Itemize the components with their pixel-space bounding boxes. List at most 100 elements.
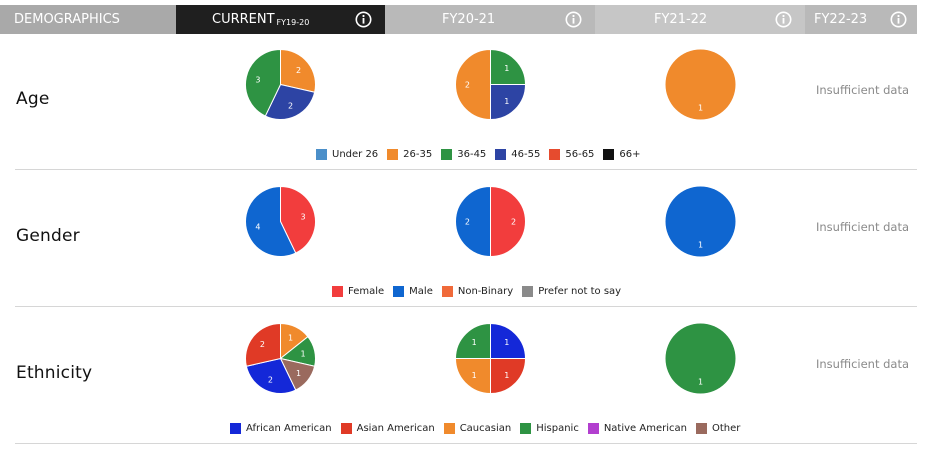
pie-slice-26-35[interactable]	[665, 49, 736, 120]
legend-item-male[interactable]: Male	[393, 286, 433, 297]
row-divider	[15, 443, 917, 444]
legend-label: Hispanic	[536, 423, 579, 434]
legend-swatch	[332, 286, 343, 297]
header-demographics: DEMOGRAPHICS	[0, 5, 176, 34]
legend-item-female[interactable]: Female	[332, 286, 384, 297]
pie-slice-46-55[interactable]	[490, 84, 526, 120]
pie-slice-male[interactable]	[245, 186, 297, 257]
pie-slice-caucasian[interactable]	[455, 358, 491, 394]
legend-label: Non-Binary	[457, 286, 514, 297]
pie-chart-age-fy20-21: 1 1 2	[455, 49, 526, 120]
pie-chart-gender-current: 34	[245, 186, 316, 257]
pie-slice-value: 2	[465, 218, 470, 227]
legend-label: 46-55	[511, 149, 541, 160]
legend-label: Prefer not to say	[538, 286, 622, 297]
pie-slice-value: 1	[472, 338, 477, 347]
pie-slice-male[interactable]	[455, 186, 491, 257]
legend-label: 56-65	[565, 149, 595, 160]
pie-slice-26-35[interactable]	[455, 49, 491, 120]
pie-slice-value: 3	[300, 212, 305, 221]
legend-item-native-american[interactable]: Native American	[587, 423, 687, 434]
legend-ethnicity: African American Asian American Caucasian H…	[230, 423, 749, 434]
legend-label: African American	[246, 423, 332, 434]
legend-label: Native American	[603, 423, 687, 434]
pie-slice-african-american[interactable]	[245, 357, 297, 394]
pie-slice-hispanic[interactable]	[455, 323, 491, 359]
legend-age: Under 26 26-35 36-45 46-55 56-65 66+	[316, 149, 650, 160]
legend-item-caucasian[interactable]: Caucasian	[443, 423, 512, 434]
header-fy20-21[interactable]: FY20-21	[385, 5, 595, 34]
pie-chart-gender-fy21-22: 1	[665, 186, 736, 257]
legend-item-asian-american[interactable]: Asian American	[340, 423, 435, 434]
legend-item-prefer-not-to-say[interactable]: Prefer not to say	[522, 286, 621, 297]
pie-slice-value: 2	[465, 81, 470, 90]
header-demographics-label: DEMOGRAPHICS	[14, 12, 120, 27]
legend-label: Other	[711, 423, 741, 434]
legend-swatch	[522, 286, 534, 297]
row-title-gender: Gender	[16, 226, 80, 246]
legend-item-46-55[interactable]: 46-55	[495, 149, 540, 160]
row-title-ethnicity: Ethnicity	[16, 363, 93, 383]
pie-slice-value: 1	[472, 371, 477, 380]
pie-slice-value: 1	[504, 371, 509, 380]
pie-slice-asian-american[interactable]	[245, 323, 281, 367]
pie-slice-36-45[interactable]	[490, 49, 526, 85]
legend-item-36-45[interactable]: 36-45	[441, 149, 486, 160]
pie-chart-age-fy21-22: 1	[665, 49, 736, 120]
pie-slice-36-45[interactable]	[245, 49, 281, 117]
legend-swatch	[549, 149, 561, 160]
pie-slice-african-american[interactable]	[490, 323, 526, 359]
legend-label: Male	[409, 286, 433, 297]
info-icon[interactable]	[565, 11, 582, 28]
header-current-sub: FY19-20	[276, 18, 310, 27]
info-icon[interactable]	[355, 11, 372, 28]
legend-item-african-american[interactable]: African American	[230, 423, 332, 434]
header-fy22-23-label: FY22-23	[814, 12, 868, 27]
legend-item-hispanic[interactable]: Hispanic	[520, 423, 579, 434]
legend-label: 36-45	[457, 149, 487, 160]
info-icon[interactable]	[775, 11, 792, 28]
pie-slice-value: 4	[255, 223, 260, 232]
pie-slice-value: 1	[698, 241, 703, 250]
header-current[interactable]: CURRENT FY19-20	[176, 5, 385, 34]
header-fy22-23[interactable]: FY22-23	[805, 5, 917, 34]
legend-label: Caucasian	[459, 423, 512, 434]
legend-swatch	[587, 423, 599, 434]
pie-slice-26-35[interactable]	[280, 49, 316, 93]
info-icon[interactable]	[890, 11, 907, 28]
legend-item-26-35[interactable]: 26-35	[387, 149, 432, 160]
header-current-label: CURRENT	[212, 12, 275, 27]
pie-slice-male[interactable]	[665, 186, 736, 257]
header-fy21-22-label: FY21-22	[654, 12, 708, 27]
legend-item-56-65[interactable]: 56-65	[549, 149, 594, 160]
legend-swatch	[441, 149, 453, 160]
pie-slice-female[interactable]	[280, 186, 316, 254]
pie-slice-value: 2	[296, 66, 301, 75]
legend-item-other[interactable]: Other	[695, 423, 741, 434]
pie-slice-value: 1	[296, 369, 301, 378]
legend-item-non-binary[interactable]: Non-Binary	[441, 286, 514, 297]
insufficient-data-label: Insufficient data	[816, 220, 910, 234]
header-fy20-21-label: FY20-21	[442, 12, 496, 27]
legend-label: Female	[348, 286, 385, 297]
pie-slice-hispanic[interactable]	[665, 323, 736, 394]
pie-slice-value: 2	[260, 340, 265, 349]
table-header: DEMOGRAPHICS CURRENT FY19-20 FY20-21 FY2…	[0, 5, 931, 34]
pie-slice-female[interactable]	[490, 186, 526, 257]
pie-slice-asian-american[interactable]	[490, 358, 526, 394]
pie-slice-46-55[interactable]	[264, 83, 316, 120]
insufficient-data-label: Insufficient data	[816, 357, 910, 371]
insufficient-data-label: Insufficient data	[816, 83, 910, 97]
legend-gender: Female Male Non-Binary Prefer not to say	[332, 286, 630, 297]
legend-item-66[interactable]: 66+	[603, 149, 641, 160]
row-title-age: Age	[16, 89, 50, 109]
pie-slice-value: 3	[255, 75, 260, 84]
pie-slice-value: 1	[504, 97, 509, 106]
pie-slice-value: 2	[511, 218, 516, 227]
legend-item-under-26[interactable]: Under 26	[316, 149, 378, 160]
row-divider	[15, 169, 917, 170]
pie-slice-value: 1	[698, 104, 703, 113]
legend-swatch	[520, 423, 532, 434]
header-fy21-22[interactable]: FY21-22	[595, 5, 805, 34]
